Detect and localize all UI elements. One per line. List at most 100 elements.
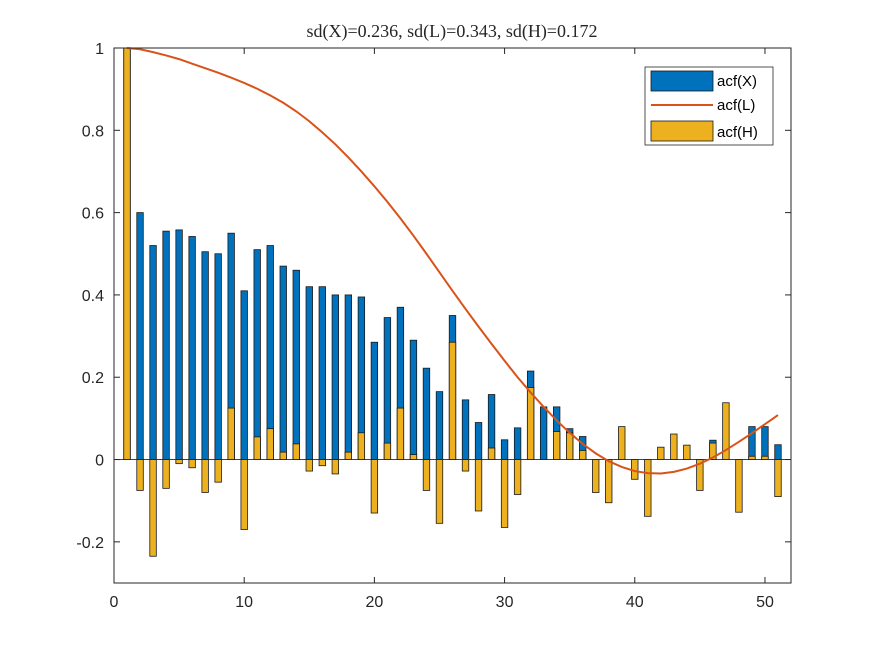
- acf-x-bar-15: [305, 286, 313, 460]
- acf-h-bar-50: [761, 455, 769, 460]
- acf-x-bar-18: [344, 294, 353, 460]
- acf-h-bar-6: [188, 459, 196, 469]
- acf-h-bar-49: [748, 455, 756, 460]
- legend-label-acf-h: acf(H): [717, 124, 758, 141]
- acf-h-bar-16: [318, 459, 326, 467]
- acf-x-bar-24: [422, 367, 431, 460]
- acf-x-bar-27: [461, 399, 470, 460]
- acf-h-bar-17: [331, 459, 339, 475]
- acf-h-bar-8: [214, 459, 222, 483]
- acf-x-bar-23: [409, 339, 418, 460]
- acf-x-bar-8: [214, 253, 222, 460]
- acf-l-line: [126, 47, 779, 475]
- acf-x-bar-2: [136, 212, 144, 460]
- legend: acf(X) acf(L) acf(H): [644, 66, 774, 146]
- acf-h-bar-21: [383, 442, 392, 460]
- acf-h-bar-28: [474, 459, 483, 512]
- acf-h-bar-22: [396, 407, 405, 460]
- acf-h-bar-37: [592, 459, 600, 493]
- acf-x-bar-50: [761, 426, 769, 460]
- acf-h-bar-12: [266, 428, 274, 460]
- x-tick-label: 30: [496, 594, 514, 611]
- acf-x-bar-17: [331, 294, 339, 460]
- acf-x-bar-12: [266, 245, 274, 460]
- acf-x-bar-11: [253, 249, 261, 460]
- acf-x-bar-3: [149, 245, 157, 460]
- acf-x-bar-25: [435, 391, 444, 460]
- legend-swatch-acf-h: [650, 120, 714, 142]
- x-tick-label: 40: [626, 594, 644, 611]
- acf-h-bar-25: [435, 459, 444, 524]
- acf-x-bar-4: [162, 230, 170, 460]
- acf-h-bar-9: [227, 407, 235, 460]
- acf-h-bar-4: [162, 459, 170, 489]
- acf-h-bar-24: [422, 459, 431, 491]
- chart-title: sd(X)=0.236, sd(L)=0.343, sd(H)=0.172: [307, 21, 598, 42]
- acf-x-bar-31: [513, 427, 522, 460]
- acf-h-bar-10: [240, 459, 248, 530]
- acf-x-bar-30: [500, 439, 509, 460]
- acf-x-bar-14: [292, 269, 300, 460]
- acf-x-bar-6: [188, 236, 196, 460]
- acf-x-bar-28: [474, 422, 483, 460]
- acf-h-bar-7: [201, 459, 209, 493]
- legend-label-acf-l: acf(L): [717, 97, 755, 114]
- y-tick-label: -0.2: [76, 535, 104, 552]
- acf-h-bars: [123, 47, 782, 557]
- acf-h-bar-13: [279, 451, 287, 460]
- y-tick-label: 1: [95, 41, 104, 58]
- acf-x-bar-13: [279, 265, 287, 460]
- acf-x-bar-20: [370, 341, 379, 460]
- x-tick-label: 20: [365, 594, 383, 611]
- acf-h-bar-18: [344, 451, 353, 460]
- acf-x-bar-7: [201, 251, 209, 460]
- acf-h-bar-43: [670, 433, 678, 460]
- acf-h-bar-14: [292, 443, 300, 460]
- acf-h-bar-11: [253, 436, 261, 460]
- x-axis-ticks: 0 10 20 30 40 50: [110, 48, 774, 611]
- acf-h-bar-15: [305, 459, 313, 472]
- y-tick-label: 0.4: [82, 288, 104, 305]
- acf-h-bar-38: [605, 459, 613, 504]
- acf-x-bar-33: [539, 406, 548, 460]
- acf-h-bar-20: [370, 459, 379, 514]
- acf-x-bar-21: [383, 317, 392, 460]
- acf-h-bar-26: [448, 341, 457, 460]
- acf-h-bar-19: [357, 432, 366, 460]
- acf-h-bar-27: [461, 459, 470, 472]
- acf-h-bar-35: [566, 432, 574, 460]
- acf-h-bar-48: [735, 459, 743, 513]
- x-tick-label: 50: [756, 594, 774, 611]
- x-tick-label: 10: [235, 594, 253, 611]
- acf-x-bar-51: [774, 444, 782, 460]
- y-tick-label: 0: [95, 453, 104, 470]
- y-axis-ticks: -0.2 0 0.2 0.4 0.6 0.8 1: [76, 41, 791, 552]
- acf-h-bar-29: [487, 447, 496, 460]
- acf-x-bar-10: [240, 290, 248, 460]
- acf-h-bar-30: [500, 459, 509, 528]
- acf-x-bar-16: [318, 286, 326, 460]
- acf-h-bar-23: [409, 454, 418, 460]
- acf-h-bar-34: [552, 431, 561, 460]
- y-tick-label: 0.8: [82, 123, 104, 140]
- acf-h-bar-36: [579, 450, 587, 460]
- acf-h-bar-32: [526, 387, 535, 460]
- legend-swatch-acf-x: [650, 70, 714, 92]
- acf-h-bar-1: [123, 47, 131, 460]
- acf-h-bar-2: [136, 459, 144, 491]
- y-tick-label: 0.6: [82, 206, 104, 223]
- x-tick-label: 0: [110, 594, 119, 611]
- acf-h-bar-39: [618, 426, 626, 460]
- acf-h-bar-5: [175, 459, 183, 465]
- acf-h-bar-44: [683, 444, 691, 460]
- acf-x-bar-5: [175, 229, 183, 460]
- acf-h-bar-31: [513, 459, 522, 495]
- y-tick-label: 0.2: [82, 370, 104, 387]
- acf-h-bar-51: [774, 459, 782, 497]
- acf-h-bar-42: [657, 446, 665, 460]
- plot-frame: [113, 47, 792, 584]
- acf-h-bar-41: [644, 459, 652, 517]
- legend-label-acf-x: acf(X): [717, 73, 757, 90]
- acf-h-bar-3: [149, 459, 157, 557]
